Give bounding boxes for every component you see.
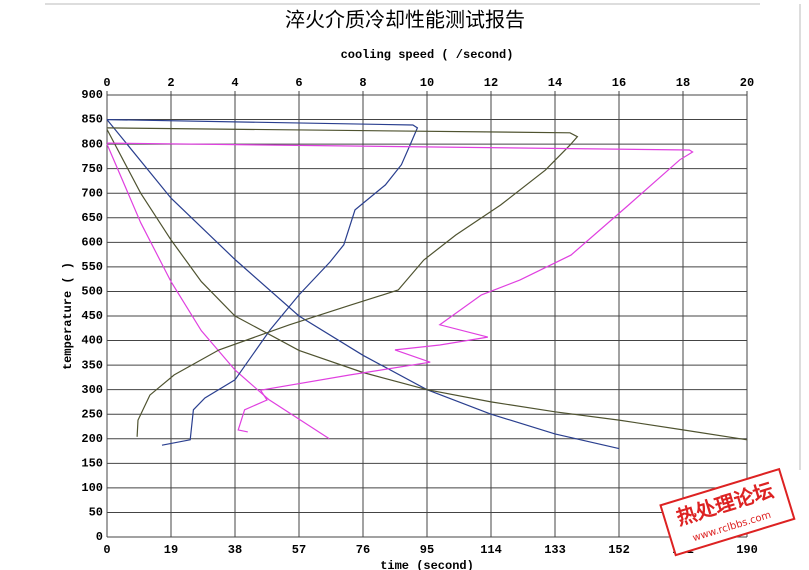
y-tick-label: 900 [81,88,103,102]
series-line [106,142,694,433]
x2-tick-label: 20 [740,76,754,90]
y-tick-label: 250 [81,407,103,421]
x-tick-label: 38 [228,543,242,557]
y-tick-label: 800 [81,137,103,151]
watermark-frame [659,467,796,557]
x2-tick-label: 14 [548,76,562,90]
y-tick-label: 700 [81,186,103,200]
x-tick-label: 114 [480,543,502,557]
y-tick-label: 850 [81,113,103,127]
x-tick-label: 19 [164,543,178,557]
y-tick-label: 500 [81,285,103,299]
x2-axis-label: cooling speed ( /second) [341,48,514,62]
x-tick-label: 0 [103,543,110,557]
y-tick-label: 300 [81,383,103,397]
x-tick-label: 152 [608,543,630,557]
x-tick-label: 95 [420,543,434,557]
x2-tick-label: 12 [484,76,498,90]
y-tick-label: 550 [81,260,103,274]
series-line [106,127,579,437]
x-axis-label: time (second) [380,559,474,570]
x-tick-label: 57 [292,543,306,557]
series-line [106,119,419,446]
x-tick-label: 190 [736,543,758,557]
x2-tick-label: 0 [103,76,110,90]
y-tick-label: 200 [81,432,103,446]
y-tick-label: 400 [81,334,103,348]
y-tick-label: 0 [96,530,103,544]
y-tick-label: 150 [81,457,103,471]
x2-tick-label: 2 [167,76,174,90]
x2-tick-label: 4 [231,76,238,90]
y-tick-label: 100 [81,481,103,495]
x-tick-label: 133 [544,543,566,557]
x2-tick-label: 8 [359,76,366,90]
y-tick-label: 600 [81,236,103,250]
y-tick-label: 650 [81,211,103,225]
y-tick-label: 450 [81,309,103,323]
series-line [106,119,620,450]
y-axis-label: temperature ( ) [61,262,75,370]
x2-tick-label: 18 [676,76,690,90]
y-tick-label: 750 [81,162,103,176]
chart-title: 淬火介质冷却性能测试报告 [285,8,525,32]
y-tick-label: 350 [81,358,103,372]
x-tick-label: 76 [356,543,370,557]
x2-tick-label: 10 [420,76,434,90]
y-tick-label: 50 [89,506,103,520]
x2-tick-label: 6 [295,76,302,90]
x2-tick-label: 16 [612,76,626,90]
